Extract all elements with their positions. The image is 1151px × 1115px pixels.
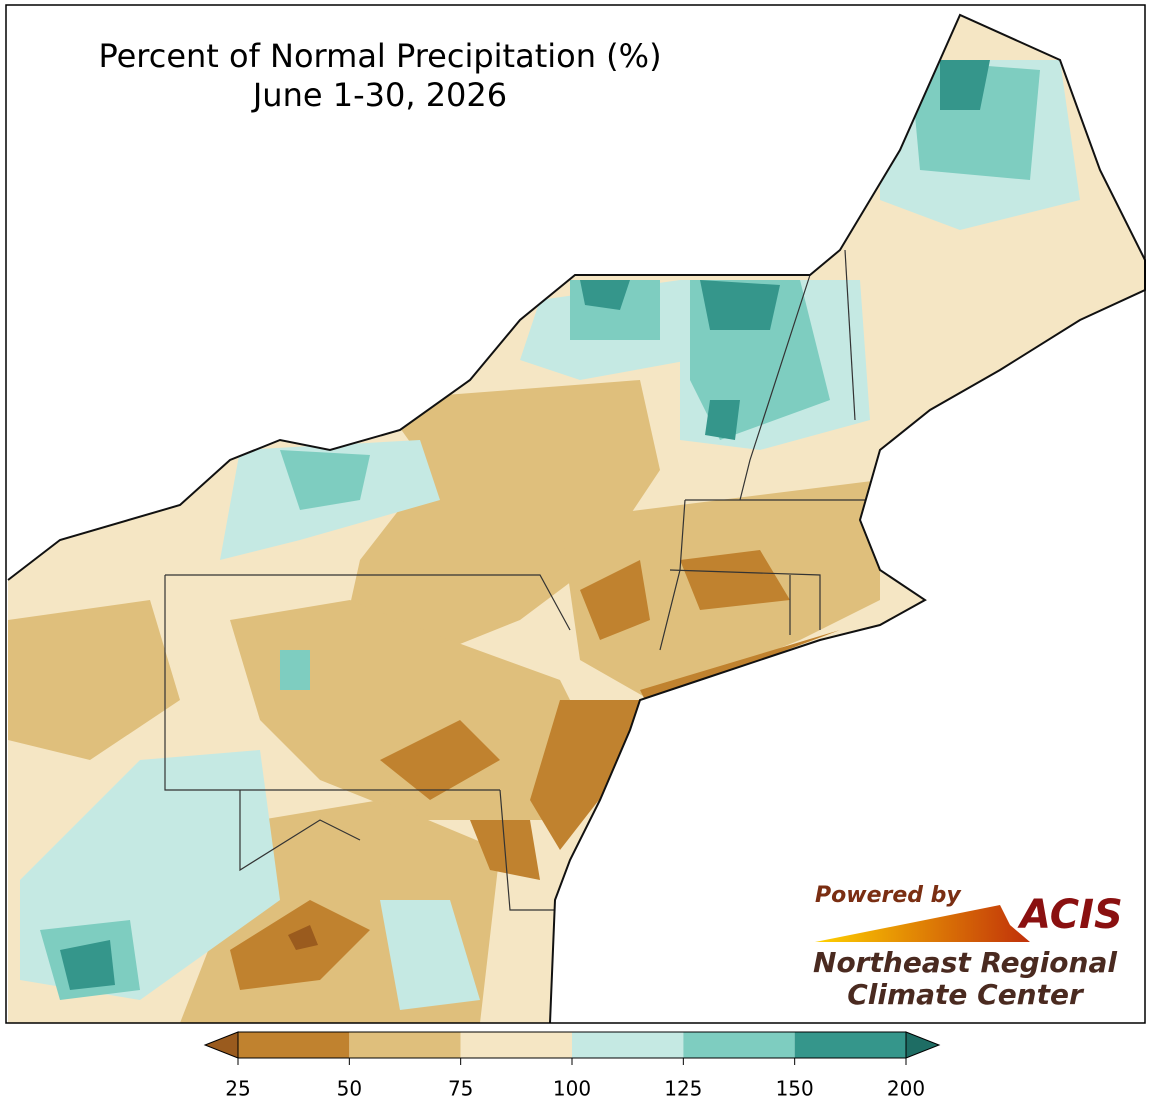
colorbar-tick-label: 200 (887, 1077, 925, 1101)
state-borders (164, 249, 865, 911)
colorbar-segment (683, 1032, 795, 1058)
logo-swoosh (815, 905, 1030, 942)
colorbar-tick-label: 150 (776, 1077, 814, 1101)
colorbar-tick-label: 125 (664, 1077, 702, 1101)
acis-logo: Powered by ACIS Northeast Regional Clima… (813, 883, 1123, 1011)
logo-name: ACIS (1017, 892, 1123, 938)
colorbar: 25 50 75 100 125 150 200 (203, 1031, 941, 1101)
colorbar-tick-label: 25 (225, 1077, 250, 1101)
colorbar-tick-label: 75 (448, 1077, 473, 1101)
colorbar-segment (460, 1032, 572, 1058)
map-title: Percent of Normal Precipitation (%) (98, 37, 661, 75)
colorbar-segment (572, 1032, 684, 1058)
colorbar-tick-label: 50 (337, 1077, 362, 1101)
colorbar-segment (238, 1032, 350, 1058)
logo-line1: Northeast Regional (813, 946, 1117, 979)
map-frame (5, 4, 1146, 1024)
colorbar-tick-label: 100 (553, 1077, 591, 1101)
map-subtitle: June 1-30, 2026 (251, 76, 507, 114)
colorbar-segment (349, 1032, 461, 1058)
colorbar-under (203, 1031, 239, 1059)
colorbar-over (905, 1031, 941, 1059)
colorbar-segment (794, 1032, 906, 1058)
logo-powered-by: Powered by (815, 883, 962, 908)
logo-line2: Climate Center (847, 978, 1085, 1011)
